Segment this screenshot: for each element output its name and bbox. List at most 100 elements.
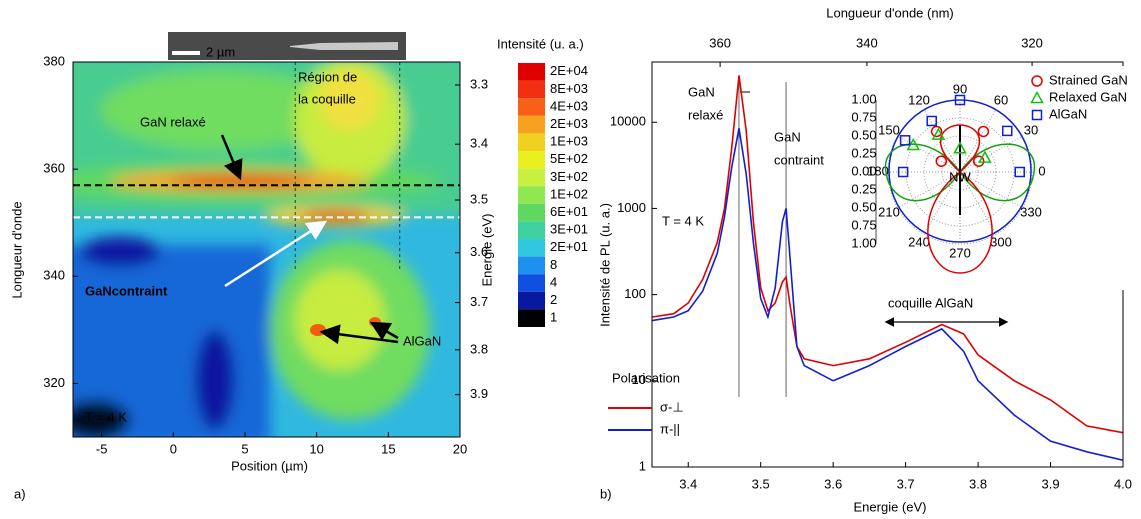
radial-label: 0.50: [851, 127, 876, 142]
legend-label: Relaxed GaN: [1049, 89, 1127, 104]
colorbar-title: Intensité (u. a.): [497, 36, 584, 51]
y-axis-label: Intensité de PL (u. a.): [597, 203, 612, 327]
angle-label: 240: [908, 234, 930, 249]
x-tick-label: 20: [453, 441, 467, 456]
nanowire: [290, 42, 398, 50]
colorbar-swatch: [518, 291, 545, 310]
colorbar-swatch: [518, 98, 545, 116]
y-tick-label: 10: [632, 372, 646, 387]
colorbar-label: 1: [550, 310, 557, 325]
polar-spoke: [959, 171, 1023, 209]
y2-tick-label: 3.6: [470, 244, 488, 259]
y-tick-label: 380: [43, 53, 65, 68]
legend-label: σ-⊥: [660, 399, 684, 414]
annotation: relaxé: [688, 107, 723, 122]
fit-curve: [927, 124, 993, 274]
colorbar-label: 3E+02: [550, 169, 588, 184]
polar-spoke: [959, 171, 997, 235]
plots: -5 0 5 10 15 203203403603803.33.43.53.63.73.8…: [9, 5, 1133, 514]
angle-label: 60: [994, 92, 1008, 107]
angle-label: 330: [1020, 204, 1042, 219]
y2-tick-label: 3.7: [470, 294, 488, 309]
legend-title: Polarisation: [612, 370, 680, 385]
y2-tick-label: 3.3: [470, 76, 488, 91]
angle-label: 300: [990, 234, 1012, 249]
y-tick-label: 360: [43, 161, 65, 176]
radial-label: 0.75: [851, 109, 876, 124]
panel-label: b): [600, 486, 612, 501]
angle-label: 0: [1038, 163, 1045, 178]
colorbar-label: 8: [550, 257, 557, 272]
angle-label: 30: [1024, 122, 1038, 137]
annotation: T = 4 K: [85, 409, 127, 424]
y-axis-label: Longueur d'onde: [9, 201, 24, 298]
x-tick-label: -5: [96, 441, 108, 456]
angle-label: 270: [949, 245, 971, 260]
annotation: Région de: [298, 69, 357, 84]
colorbar-label: 1E+02: [550, 186, 588, 201]
center-label: NW: [949, 169, 971, 184]
colorbar-label: 4: [550, 274, 557, 289]
x-axis-label: Energie (eV): [854, 499, 927, 514]
polar-grid: [887, 99, 1033, 245]
colorbar-label: 8E+03: [550, 81, 588, 96]
y-tick-label: 340: [43, 268, 65, 283]
polar-spoke: [897, 135, 961, 173]
legend-marker: [1031, 109, 1043, 121]
y-tick-label: 100: [624, 286, 646, 301]
x-tick-label: 3.5: [752, 476, 770, 491]
x-tick-label: 3.7: [897, 476, 915, 491]
angle-label: 210: [878, 204, 900, 219]
colorbar-label: 2E+04: [550, 63, 588, 78]
colorbar-swatch: [518, 309, 545, 327]
annotation: contraint: [774, 152, 824, 167]
annotation: GaN: [688, 84, 715, 99]
legend-label: Strained GaN: [1049, 72, 1128, 87]
polar-point: [978, 150, 992, 163]
colorbar-label: 6E+01: [550, 204, 588, 219]
arrow: [220, 134, 243, 181]
spectrum-line: [652, 128, 1123, 461]
x-tick-label: 10: [309, 441, 323, 456]
y2-tick-label: 3.4: [470, 136, 488, 151]
legend-marker: [1031, 75, 1043, 87]
radial-label: 0.00: [851, 163, 876, 178]
annotation: T = 4 K: [662, 213, 704, 228]
x-tick-label: 4.0: [1114, 476, 1132, 491]
colorbar-swatch: [518, 115, 545, 134]
radial-label: 0.25: [851, 181, 876, 196]
y-tick-label: 1000: [617, 200, 646, 215]
y2-axis-label: Energie (eV): [479, 214, 494, 287]
inset-background: [835, 66, 1133, 290]
radial-label: 1.00: [851, 235, 876, 250]
y2-tick-label: 3.5: [470, 191, 488, 206]
x-tick-label: 5: [241, 441, 248, 456]
polar-spoke: [959, 135, 1023, 173]
polar-point: [1014, 166, 1026, 178]
colorbar-label: 1E+03: [550, 134, 588, 149]
x-tick-label: 0: [170, 441, 177, 456]
colorbar-swatch: [518, 274, 545, 292]
angle-label: 180: [867, 163, 889, 178]
legend-label: AlGaN: [1049, 106, 1087, 121]
polar-point: [935, 155, 948, 167]
angle-label: 90: [953, 81, 967, 96]
plot-frame: [72, 61, 461, 438]
polar-spoke: [923, 171, 961, 235]
legend-label: π-||: [660, 421, 680, 436]
polar-point: [906, 137, 921, 151]
colorbar-swatch: [518, 80, 545, 99]
polar-point: [953, 141, 967, 154]
spectrum-line: [652, 75, 1123, 434]
annotation: GaN relaxé: [140, 114, 206, 129]
annotation: GaNcontraint: [85, 283, 168, 298]
polar-point: [897, 166, 909, 178]
polar-point: [931, 127, 946, 140]
top-tick-label: 320: [1021, 35, 1043, 50]
colorbar-swatch: [518, 133, 545, 151]
polar-point: [899, 135, 911, 146]
polar-point: [954, 94, 966, 106]
polar-point: [926, 115, 937, 127]
fit-curve: [888, 99, 1032, 243]
